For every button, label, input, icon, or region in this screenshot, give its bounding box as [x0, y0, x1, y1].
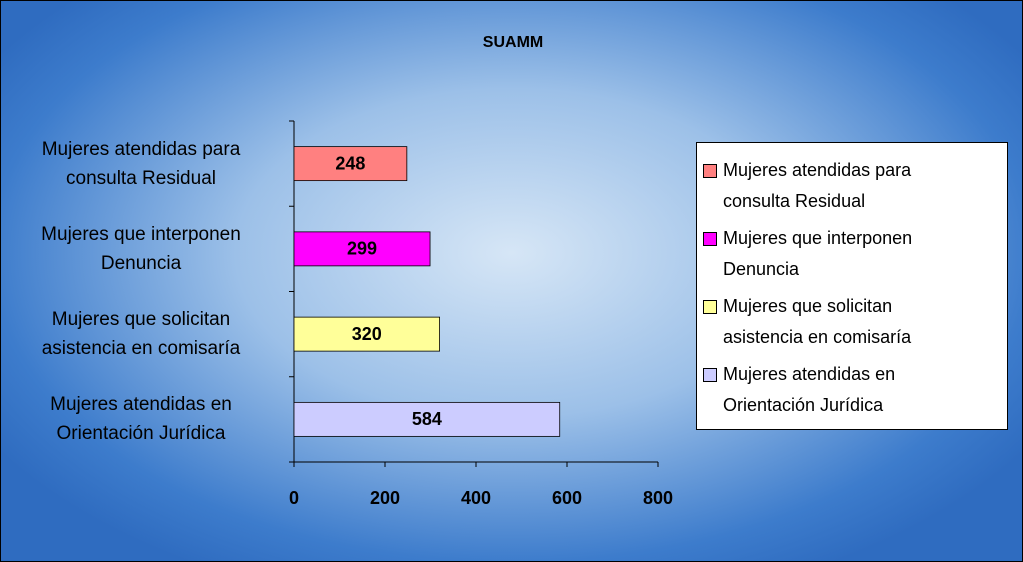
- y-tick-label: Mujeres que interponen Denuncia: [41, 223, 241, 274]
- legend-label: Mujeres que interponen Denuncia: [723, 228, 913, 279]
- legend-swatch: [703, 368, 717, 382]
- x-tick-label: 400: [461, 488, 491, 508]
- value-label: 299: [347, 239, 377, 259]
- legend-swatch: [703, 300, 717, 314]
- value-label: 320: [352, 324, 382, 344]
- y-tick-label: Mujeres que solicitan asistencia en comi…: [41, 309, 241, 360]
- y-tick-label: Mujeres atendidas en Orientación Jurídic…: [50, 394, 232, 445]
- legend-item: Mujeres que solicitan asistencia en comi…: [703, 291, 911, 353]
- value-label: 248: [335, 153, 365, 173]
- chart-title: SUAMM: [483, 34, 543, 51]
- legend-label: Mujeres que solicitan asistencia en comi…: [723, 296, 912, 347]
- value-label: 584: [412, 409, 442, 429]
- legend: Mujeres atendidas para consulta Residual…: [696, 142, 1008, 430]
- legend-item: Mujeres que interponen Denuncia: [703, 223, 912, 285]
- legend-swatch: [703, 232, 717, 246]
- legend-item: Mujeres atendidas para consulta Residual: [703, 155, 911, 217]
- x-tick-label: 200: [370, 488, 400, 508]
- y-tick-label: Mujeres atendidas para consulta Residual: [41, 138, 241, 189]
- bar: [293, 401, 561, 437]
- legend-item: Mujeres atendidas en Orientación Jurídic…: [703, 359, 895, 421]
- legend-swatch: [703, 164, 717, 178]
- bar: [293, 146, 408, 182]
- legend-label: Mujeres atendidas en Orientación Jurídic…: [723, 364, 896, 415]
- bar: [293, 231, 431, 267]
- x-tick-label: 0: [289, 488, 299, 508]
- x-tick-label: 600: [552, 488, 582, 508]
- x-tick-label: 800: [643, 488, 673, 508]
- bar: [293, 316, 441, 352]
- legend-label: Mujeres atendidas para consulta Residual: [723, 160, 912, 211]
